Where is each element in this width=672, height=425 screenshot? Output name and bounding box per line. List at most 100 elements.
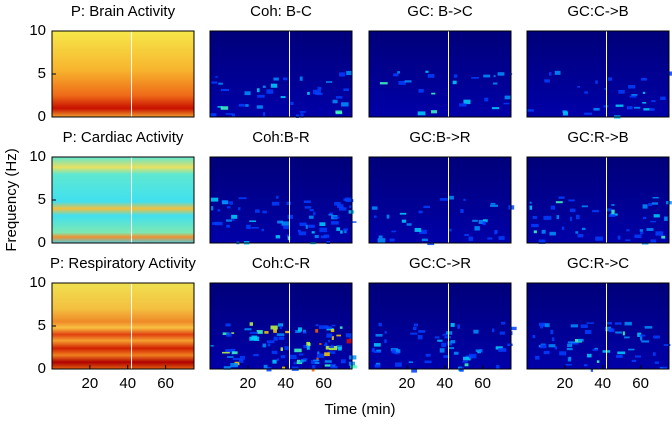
heatmap-streak	[412, 326, 417, 331]
heatmap-streak	[348, 210, 355, 214]
heatmap-streak	[543, 350, 550, 355]
heatmap-streak	[558, 196, 565, 199]
y-tick-label: 10	[29, 274, 46, 291]
heatmap-streak	[251, 227, 259, 229]
panel-title: P: Brain Activity	[71, 3, 176, 20]
panel: 20 40 60 GC:C->R	[368, 255, 517, 392]
panel: GC:C->B	[526, 3, 672, 119]
heatmap-streak	[439, 197, 448, 201]
heatmap-streak	[652, 196, 659, 199]
heatmap-streak	[449, 228, 452, 232]
heatmap-streak	[550, 205, 556, 210]
panel: GC:R->B	[526, 129, 672, 245]
heatmap-streak	[330, 328, 335, 333]
heatmap-streak	[418, 330, 426, 333]
heatmap-streak	[302, 329, 306, 334]
heatmap-streak	[554, 70, 561, 75]
heatmap-streak	[283, 77, 288, 81]
heatmap-streak	[529, 201, 532, 204]
panel-title: GC:R->C	[567, 255, 629, 272]
heatmap-streak	[604, 88, 607, 90]
heatmap-streak	[497, 72, 505, 76]
heatmap-streak	[226, 224, 230, 228]
heatmap-streak	[653, 214, 660, 218]
heatmap-streak	[256, 88, 260, 93]
heatmap-streak	[331, 221, 339, 225]
heatmap-streak	[330, 344, 334, 347]
heatmap-streak	[376, 349, 381, 352]
heatmap-streak	[463, 198, 466, 201]
heatmap-streak	[249, 336, 254, 341]
heatmap-streak	[290, 101, 294, 106]
panel-title: P: Cardiac Activity	[63, 129, 184, 146]
heatmap-streak	[350, 365, 357, 369]
heatmap-streak	[340, 359, 346, 364]
heatmap-streak	[329, 212, 333, 215]
heatmap-streak	[504, 95, 511, 100]
heatmap-streak	[273, 329, 277, 333]
heatmap	[369, 283, 511, 369]
x-tick-label: 60	[157, 375, 174, 392]
heatmap-streak	[374, 364, 381, 368]
heatmap-streak	[459, 103, 467, 107]
heatmap-streak	[475, 349, 482, 352]
heatmap-streak	[527, 109, 534, 112]
heatmap-streak	[389, 238, 395, 242]
heatmap-streak	[323, 234, 330, 238]
panel: Coh: B-C	[209, 3, 353, 118]
heatmap	[210, 157, 352, 243]
y-axis-label: Frequency (Hz)	[3, 148, 20, 251]
heatmap-streak	[567, 341, 576, 344]
heatmap-streak	[404, 80, 412, 83]
heatmap-streak	[320, 235, 327, 239]
heatmap-streak	[378, 322, 382, 327]
heatmap-streak	[210, 197, 219, 202]
heatmap-streak	[244, 328, 252, 331]
heatmap-streak	[397, 71, 401, 74]
heatmap-streak	[452, 80, 457, 85]
heatmap-streak	[431, 92, 436, 95]
heatmap-streak	[650, 239, 657, 244]
heatmap-streak	[427, 242, 435, 246]
heatmap-streak	[276, 358, 280, 361]
heatmap-streak	[271, 201, 280, 206]
heatmap-streak	[245, 104, 249, 107]
heatmap-streak	[239, 355, 245, 360]
heatmap-streak	[266, 89, 274, 94]
heatmap-streak	[625, 239, 631, 242]
heatmap-streak	[328, 346, 334, 348]
heatmap-streak	[280, 355, 286, 359]
panel-frame	[209, 156, 353, 244]
heatmap-streak	[555, 201, 563, 204]
heatmap-streak	[637, 332, 642, 337]
heatmap-streak	[566, 347, 573, 351]
heatmap-streak	[492, 107, 500, 110]
heatmap-streak	[283, 225, 290, 230]
heatmap-streak	[295, 114, 300, 118]
heatmap-streak	[410, 332, 418, 335]
heatmap-streak	[226, 206, 231, 209]
heatmap-streak	[653, 335, 660, 339]
heatmap-streak	[333, 216, 340, 219]
heatmap-streak	[631, 359, 637, 362]
heatmap-streak	[482, 219, 488, 223]
heatmap-streak	[605, 326, 611, 332]
heatmap-streak	[271, 350, 278, 355]
heatmap-streak	[325, 326, 332, 330]
heatmap-streak	[639, 334, 646, 337]
heatmap-streak	[482, 221, 486, 226]
panel-frame	[209, 30, 353, 118]
heatmap	[369, 31, 511, 117]
heatmap-streak	[275, 235, 281, 239]
heatmap-streak	[538, 239, 546, 244]
heatmap-streak	[314, 235, 319, 239]
heatmap-streak	[221, 200, 228, 205]
heatmap-streak	[373, 215, 377, 218]
heatmap-streak	[450, 340, 456, 344]
heatmap-streak	[391, 349, 397, 354]
heatmap-streak	[640, 336, 643, 341]
heatmap-streak	[270, 83, 278, 88]
heatmap-streak	[471, 77, 479, 79]
heatmap-streak	[531, 223, 539, 228]
heatmap	[527, 31, 669, 117]
